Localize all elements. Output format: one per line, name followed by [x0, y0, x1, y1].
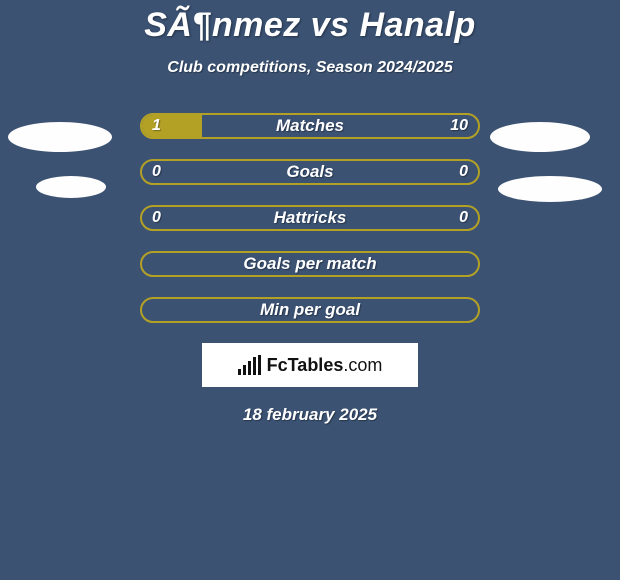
stat-label: Goals per match: [142, 253, 478, 275]
stat-bar: Matches1 10: [140, 113, 480, 139]
subtitle: Club competitions, Season 2024/2025: [0, 59, 620, 77]
stat-bar: Hattricks0 0: [140, 205, 480, 231]
stat-row: Goals per match: [140, 251, 480, 277]
stat-row: Min per goal: [140, 297, 480, 323]
stat-row: Goals0 0: [140, 159, 480, 185]
decorative-ellipse: [8, 122, 112, 152]
stat-row: Matches1 10: [140, 113, 480, 139]
logo-box: FcTables.com: [202, 343, 418, 387]
decorative-ellipse: [36, 176, 106, 198]
logo-bars-icon: [238, 355, 261, 375]
stat-bar: Goals per match: [140, 251, 480, 277]
stat-row: Hattricks0 0: [140, 205, 480, 231]
stat-label: Matches: [142, 115, 478, 137]
stat-value-right: 10: [450, 115, 468, 137]
logo-text: FcTables.com: [267, 355, 383, 376]
stat-value-left: 0: [152, 161, 161, 183]
logo-name: FcTables: [267, 355, 344, 375]
stat-bar: Min per goal: [140, 297, 480, 323]
stat-label: Hattricks: [142, 207, 478, 229]
decorative-ellipse: [498, 176, 602, 202]
stat-value-left: 0: [152, 207, 161, 229]
stat-value-left: 1: [152, 115, 161, 137]
decorative-ellipse: [490, 122, 590, 152]
comparison-card: SÃ¶nmez vs Hanalp Club competitions, Sea…: [0, 0, 620, 580]
stat-label: Goals: [142, 161, 478, 183]
stat-value-right: 0: [459, 207, 468, 229]
page-title: SÃ¶nmez vs Hanalp: [0, 0, 620, 45]
date-label: 18 february 2025: [0, 405, 620, 425]
stat-label: Min per goal: [142, 299, 478, 321]
logo-domain: .com: [343, 355, 382, 375]
stat-bar: Goals0 0: [140, 159, 480, 185]
stat-value-right: 0: [459, 161, 468, 183]
